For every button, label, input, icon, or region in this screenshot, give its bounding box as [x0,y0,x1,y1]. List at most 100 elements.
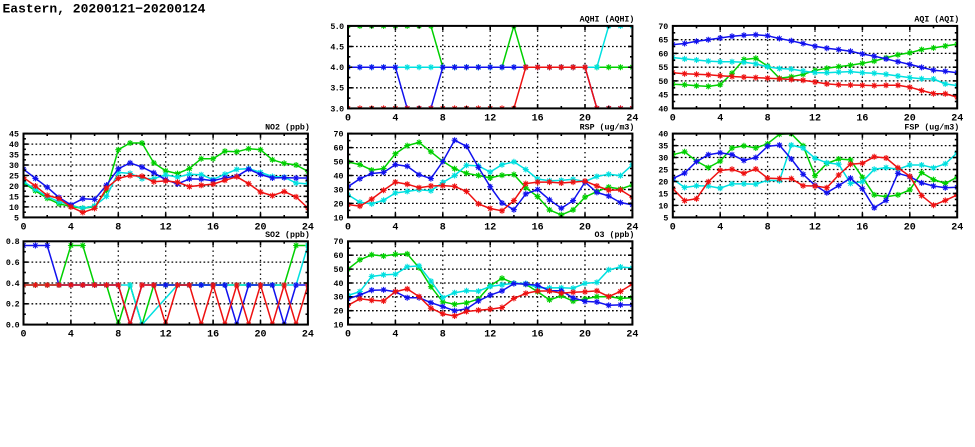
svg-text:12: 12 [484,330,496,341]
svg-text:5: 5 [14,214,19,223]
svg-text:16: 16 [207,222,219,233]
svg-text:0.8: 0.8 [6,238,20,247]
svg-text:O3 (ppb): O3 (ppb) [595,230,635,240]
svg-text:0.0: 0.0 [6,322,20,331]
svg-text:65: 65 [658,37,668,46]
svg-text:8: 8 [440,113,446,124]
svg-text:8: 8 [765,222,771,233]
svg-text:8: 8 [765,113,771,124]
svg-text:45: 45 [9,131,19,140]
svg-text:35: 35 [658,143,668,152]
svg-text:50: 50 [334,158,344,167]
svg-text:0: 0 [670,222,676,233]
svg-text:20: 20 [579,113,591,124]
svg-text:50: 50 [334,266,344,275]
svg-text:25: 25 [9,172,19,181]
svg-text:NO2 (ppb): NO2 (ppb) [265,122,310,132]
svg-text:3.5: 3.5 [330,85,344,94]
svg-text:40: 40 [334,280,344,289]
svg-text:8: 8 [440,222,446,233]
svg-text:FSP (ug/m3): FSP (ug/m3) [904,122,959,132]
svg-text:0: 0 [345,222,351,233]
svg-text:20: 20 [579,222,591,233]
svg-text:0: 0 [670,113,676,124]
svg-text:20: 20 [658,178,668,187]
svg-text:10: 10 [9,204,19,213]
svg-text:0.4: 0.4 [6,280,20,289]
svg-text:12: 12 [160,330,172,341]
svg-text:20: 20 [254,330,266,341]
svg-text:20: 20 [334,200,344,209]
svg-text:4: 4 [392,222,398,233]
svg-text:50: 50 [658,78,668,87]
svg-text:24: 24 [951,113,963,124]
svg-text:24: 24 [626,330,638,341]
svg-text:5: 5 [663,214,668,223]
svg-text:4: 4 [68,330,74,341]
svg-text:15: 15 [658,190,668,199]
svg-text:SO2 (ppb): SO2 (ppb) [265,230,310,240]
svg-text:8: 8 [115,330,121,341]
svg-text:0: 0 [20,222,26,233]
svg-text:60: 60 [334,145,344,154]
svg-text:4.0: 4.0 [330,64,344,73]
svg-text:16: 16 [856,222,868,233]
svg-text:24: 24 [626,222,638,233]
svg-text:12: 12 [484,222,496,233]
svg-text:20: 20 [904,113,916,124]
svg-text:8: 8 [440,330,446,341]
svg-text:4: 4 [392,330,398,341]
svg-text:8: 8 [115,222,121,233]
svg-text:0.2: 0.2 [6,301,20,310]
svg-text:4: 4 [392,113,398,124]
svg-text:20: 20 [334,308,344,317]
svg-text:40: 40 [658,105,668,114]
svg-text:4.5: 4.5 [330,43,344,52]
svg-text:24: 24 [302,330,314,341]
svg-text:Eastern, 20200121−20200124: Eastern, 20200121−20200124 [3,1,206,16]
svg-text:60: 60 [658,50,668,59]
svg-text:70: 70 [334,131,344,140]
svg-text:30: 30 [9,162,19,171]
svg-text:25: 25 [658,166,668,175]
svg-text:AQI (AQI): AQI (AQI) [914,15,959,25]
svg-text:0.6: 0.6 [6,259,20,268]
svg-text:16: 16 [532,330,544,341]
svg-text:12: 12 [809,113,821,124]
svg-text:24: 24 [951,222,963,233]
svg-text:60: 60 [334,252,344,261]
svg-text:20: 20 [904,222,916,233]
svg-text:10: 10 [334,214,344,223]
svg-text:20: 20 [579,330,591,341]
svg-text:45: 45 [658,92,668,101]
svg-text:70: 70 [658,23,668,32]
svg-text:30: 30 [334,294,344,303]
svg-text:40: 40 [9,141,19,150]
svg-text:10: 10 [658,202,668,211]
svg-text:40: 40 [658,131,668,140]
svg-text:RSP (ug/m3): RSP (ug/m3) [580,122,635,132]
svg-text:20: 20 [9,183,19,192]
svg-text:24: 24 [302,222,314,233]
svg-text:20: 20 [254,222,266,233]
svg-text:24: 24 [626,113,638,124]
svg-text:0: 0 [345,113,351,124]
svg-text:AQHI (AQHI): AQHI (AQHI) [580,15,635,25]
svg-text:15: 15 [9,193,19,202]
svg-text:4: 4 [717,113,723,124]
svg-text:30: 30 [658,154,668,163]
svg-text:0: 0 [20,330,26,341]
svg-text:70: 70 [334,238,344,247]
svg-text:4: 4 [68,222,74,233]
svg-text:40: 40 [334,172,344,181]
svg-text:55: 55 [658,64,668,73]
svg-text:12: 12 [484,113,496,124]
svg-text:16: 16 [207,330,219,341]
svg-text:5.0: 5.0 [330,23,344,32]
svg-text:4: 4 [717,222,723,233]
svg-text:35: 35 [9,152,19,161]
svg-text:12: 12 [160,222,172,233]
svg-text:12: 12 [809,222,821,233]
svg-text:30: 30 [334,186,344,195]
svg-text:0: 0 [345,330,351,341]
